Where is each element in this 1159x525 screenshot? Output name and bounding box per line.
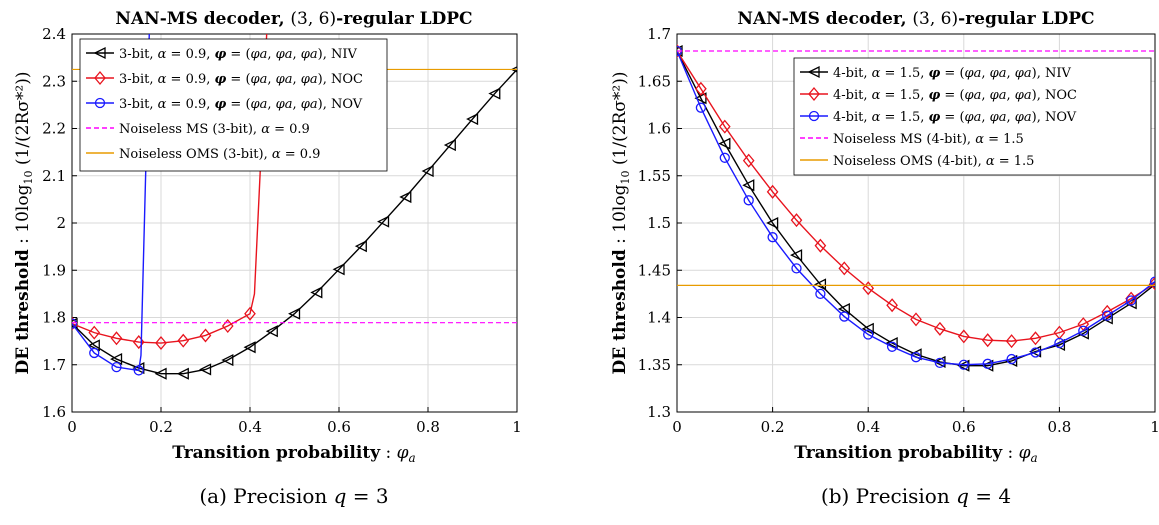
a-legend-entry-0: 3-bit, α = 0.9, φ = (φa, φa, φa), NIV — [119, 47, 357, 62]
a-y-tick-label: 2.3 — [42, 72, 66, 90]
chart-a-x-axis-label: Transition probability : φa — [172, 443, 415, 465]
b-y-tick-label: 1.4 — [647, 309, 671, 327]
b-legend-entry-4: Noiseless OMS (4-bit), α = 1.5 — [833, 154, 1034, 169]
a-legend-entry-2: 3-bit, α = 0.9, φ = (φa, φa, φa), NOV — [119, 97, 363, 112]
b-y-tick-label: 1.55 — [638, 167, 671, 185]
a-y-tick-label: 1.9 — [42, 261, 66, 279]
a-y-tick-label: 1.6 — [42, 403, 66, 421]
b-y-tick-label: 1.6 — [647, 120, 671, 138]
chart-a-title: NAN-MS decoder, (3, 6)-regular LDPC — [115, 9, 472, 29]
b-y-tick-label: 1.7 — [647, 25, 671, 43]
chart-b-legend: 4-bit, α = 1.5, φ = (φa, φa, φa), NIV 4-b… — [794, 58, 1151, 175]
chart-b: NAN-MS decoder, (3, 6)-regular LDPC 0 0.2… — [610, 9, 1159, 508]
b-y-tick-label: 1.3 — [647, 403, 671, 421]
a-y-tick-label: 1.7 — [42, 356, 66, 374]
a-legend-entry-3: Noiseless MS (3-bit), α = 0.9 — [119, 122, 310, 137]
a-y-tick-label: 2 — [56, 214, 66, 232]
a-x-tick-label: 0.2 — [149, 418, 173, 436]
chart-b-y-axis-label: DE threshold : 10log10 (1/(2Rσ*²)) — [610, 72, 632, 375]
a-x-tick-label: 0 — [67, 418, 77, 436]
chart-a-caption: (a) Precision q = 3 — [199, 484, 388, 508]
a-y-tick-label: 1.8 — [42, 309, 66, 327]
chart-b-x-axis-label: Transition probability : φa — [794, 443, 1037, 465]
chart-a: NAN-MS decoder, (3, 6)-regular LDPC 0 0.2… — [13, 9, 522, 508]
a-y-tick-label: 2.4 — [42, 25, 66, 43]
chart-b-title: NAN-MS decoder, (3, 6)-regular LDPC — [737, 9, 1094, 29]
chart-b-y-ticks: 1.3 1.35 1.4 1.45 1.5 1.55 1.6 1.65 1.7 — [638, 25, 682, 421]
b-y-tick-label: 1.45 — [638, 261, 671, 279]
b-legend-entry-3: Noiseless MS (4-bit), α = 1.5 — [833, 132, 1024, 147]
chart-a-y-axis-label: DE threshold : 10log10 (1/(2Rσ*²)) — [13, 72, 35, 375]
b-legend-entry-0: 4-bit, α = 1.5, φ = (φa, φa, φa), NIV — [833, 66, 1071, 81]
a-x-tick-label: 0.6 — [327, 418, 351, 436]
chart-b-caption: (b) Precision q = 4 — [821, 484, 1011, 508]
b-legend-entry-1: 4-bit, α = 1.5, φ = (φa, φa, φa), NOC — [833, 88, 1077, 103]
chart-b-x-ticks: 0 0.2 0.4 0.6 0.8 1 — [672, 407, 1159, 436]
b-x-tick-label: 0.4 — [856, 418, 880, 436]
a-x-tick-label: 1 — [512, 418, 522, 436]
b-y-tick-label: 1.65 — [638, 72, 671, 90]
chart-a-x-ticks: 0 0.2 0.4 0.6 0.8 1 — [67, 407, 522, 436]
a-legend-entry-4: Noiseless OMS (3-bit), α = 0.9 — [119, 147, 320, 162]
b-x-tick-label: 1 — [1150, 418, 1159, 436]
b-legend-entry-2: 4-bit, α = 1.5, φ = (φa, φa, φa), NOV — [833, 110, 1077, 125]
b-x-tick-label: 0.8 — [1047, 418, 1071, 436]
b-y-tick-label: 1.5 — [647, 214, 671, 232]
b-y-tick-label: 1.35 — [638, 356, 671, 374]
a-legend-entry-1: 3-bit, α = 0.9, φ = (φa, φa, φa), NOC — [119, 72, 363, 87]
b-x-tick-label: 0.6 — [952, 418, 976, 436]
a-y-tick-label: 2.2 — [42, 120, 66, 138]
chart-a-legend: 3-bit, α = 0.9, φ = (φa, φa, φa), NIV 3-b… — [80, 39, 387, 171]
b-x-tick-label: 0 — [672, 418, 682, 436]
b-x-tick-label: 0.2 — [761, 418, 785, 436]
a-x-tick-label: 0.8 — [416, 418, 440, 436]
a-x-tick-label: 0.4 — [238, 418, 262, 436]
a-y-tick-label: 2.1 — [42, 167, 66, 185]
